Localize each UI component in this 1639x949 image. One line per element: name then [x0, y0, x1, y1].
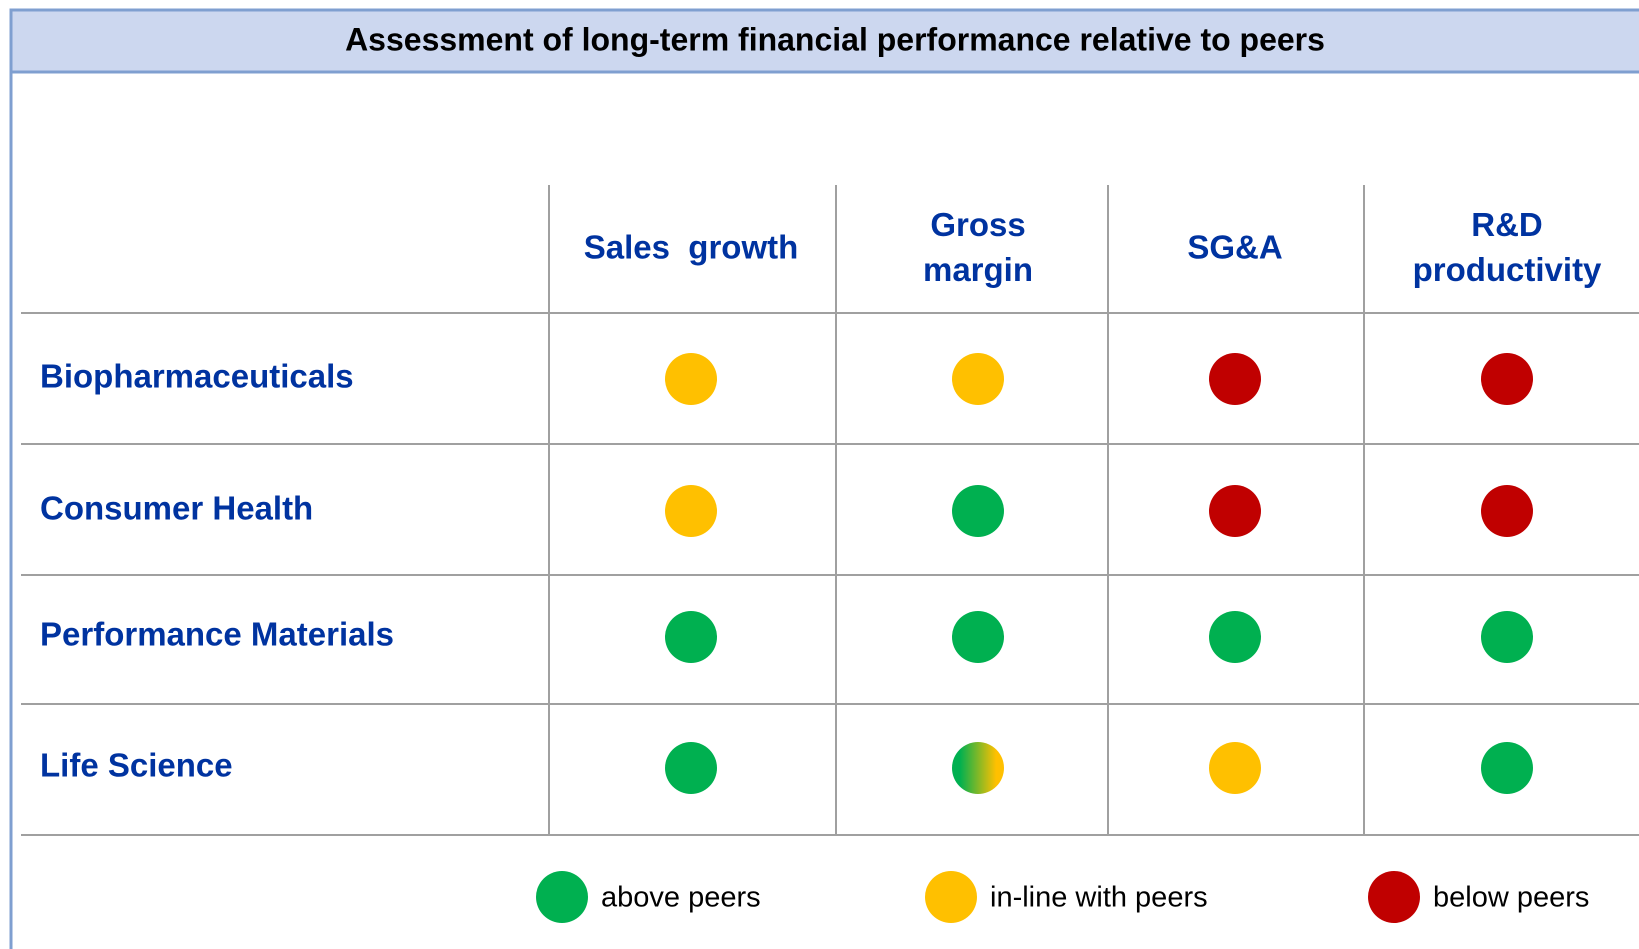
rating-dot — [665, 353, 717, 405]
rating-dot — [1481, 485, 1533, 537]
row-label: Consumer Health — [40, 490, 313, 527]
row-label: Performance Materials — [40, 616, 394, 653]
rating-dot — [952, 353, 1004, 405]
rating-dot — [1209, 353, 1261, 405]
legend-label: below peers — [1433, 882, 1589, 914]
legend-label: above peers — [601, 882, 761, 914]
title-bar — [9, 8, 1639, 74]
rating-dot — [665, 611, 717, 663]
title: Assessment of long-term financial perfor… — [345, 21, 1325, 57]
rating-dot — [1209, 485, 1261, 537]
column-header: productivity — [1413, 251, 1602, 288]
legend-dot — [925, 871, 977, 923]
rating-dot — [665, 485, 717, 537]
legend-label: in-line with peers — [990, 882, 1208, 914]
rating-dot — [1209, 611, 1261, 663]
column-header: R&D — [1471, 206, 1543, 243]
rating-dot — [1209, 742, 1261, 794]
rating-dot — [952, 485, 1004, 537]
column-header: Sales growth — [584, 229, 799, 266]
rating-dot — [952, 742, 1004, 794]
row-label: Life Science — [40, 747, 233, 784]
row-label: Biopharmaceuticals — [40, 358, 354, 395]
rating-dot — [952, 611, 1004, 663]
rating-dot — [665, 742, 717, 794]
legend-dot — [1368, 871, 1420, 923]
rating-dot — [1481, 742, 1533, 794]
column-header: margin — [923, 251, 1033, 288]
rating-dot — [1481, 353, 1533, 405]
column-header: Gross — [930, 206, 1025, 243]
legend-dot — [536, 871, 588, 923]
rating-dot — [1481, 611, 1533, 663]
column-header: SG&A — [1187, 229, 1282, 266]
